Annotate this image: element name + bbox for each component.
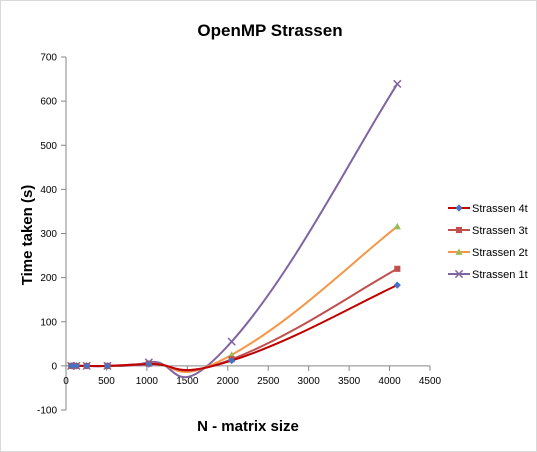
series-strassen-1t bbox=[67, 79, 402, 379]
data-point bbox=[72, 362, 80, 370]
legend-item: Strassen 3t bbox=[448, 225, 528, 237]
data-point bbox=[103, 362, 112, 370]
legend-label: Strassen 4t bbox=[472, 203, 528, 215]
legend-marker bbox=[455, 204, 463, 212]
x-tick-label: 500 bbox=[98, 376, 115, 387]
data-point bbox=[393, 281, 401, 289]
x-tick-label: 3000 bbox=[298, 376, 321, 387]
x-tick-label: 2000 bbox=[217, 376, 240, 387]
x-tick-label: 0 bbox=[63, 376, 69, 387]
chart-title: OpenMP Strassen bbox=[197, 21, 342, 40]
y-tick-label: 600 bbox=[40, 97, 57, 108]
legend-item: Strassen 2t bbox=[448, 247, 528, 259]
series-line bbox=[71, 225, 398, 373]
x-tick-label: 1500 bbox=[176, 376, 199, 387]
data-point bbox=[67, 362, 75, 370]
data-point bbox=[83, 362, 91, 370]
data-point bbox=[145, 360, 153, 368]
x-tick-label: 1000 bbox=[136, 376, 159, 387]
series-line bbox=[71, 83, 399, 379]
axes-layer: -100 0 100 200 300 400 500 600 700 0 500 1000 1500 20… bbox=[37, 53, 442, 417]
y-tick-label: 0 bbox=[51, 361, 57, 372]
y-tick-label: 300 bbox=[40, 229, 57, 240]
legend-item: Strassen 1t bbox=[448, 269, 528, 281]
legend: Strassen 4t Strassen 3t Strassen 2t Strasse… bbox=[448, 203, 528, 281]
series-line bbox=[71, 267, 398, 372]
series-strassen-3t bbox=[68, 265, 401, 372]
data-point bbox=[393, 79, 402, 89]
y-tick-label: -100 bbox=[37, 406, 57, 417]
legend-label: Strassen 3t bbox=[472, 225, 528, 237]
data-point bbox=[228, 356, 236, 365]
legend-marker bbox=[455, 248, 463, 255]
y-tick-label: 700 bbox=[40, 53, 57, 64]
data-point bbox=[227, 337, 236, 346]
y-tick-label: 200 bbox=[40, 273, 57, 284]
legend-marker bbox=[454, 269, 464, 279]
x-tick-label: 3500 bbox=[338, 376, 361, 387]
x-axis-title: N - matrix size bbox=[197, 418, 299, 435]
series-strassen-4t bbox=[67, 281, 401, 372]
data-point bbox=[394, 265, 401, 272]
y-tick-label: 500 bbox=[40, 141, 57, 152]
x-tick-label: 4500 bbox=[419, 376, 442, 387]
series-layer bbox=[67, 79, 402, 379]
y-tick-label: 100 bbox=[40, 317, 57, 328]
legend-marker bbox=[455, 226, 463, 234]
y-tick-label: 400 bbox=[40, 185, 57, 196]
legend-label: Strassen 2t bbox=[472, 247, 528, 259]
x-tick-label: 2500 bbox=[257, 376, 280, 387]
legend-label: Strassen 1t bbox=[472, 269, 528, 281]
x-tick-label: 4000 bbox=[378, 376, 401, 387]
y-axis-title: Time taken (s) bbox=[19, 185, 36, 286]
data-point bbox=[393, 222, 401, 230]
data-point bbox=[228, 351, 236, 358]
legend-item: Strassen 4t bbox=[448, 203, 528, 215]
